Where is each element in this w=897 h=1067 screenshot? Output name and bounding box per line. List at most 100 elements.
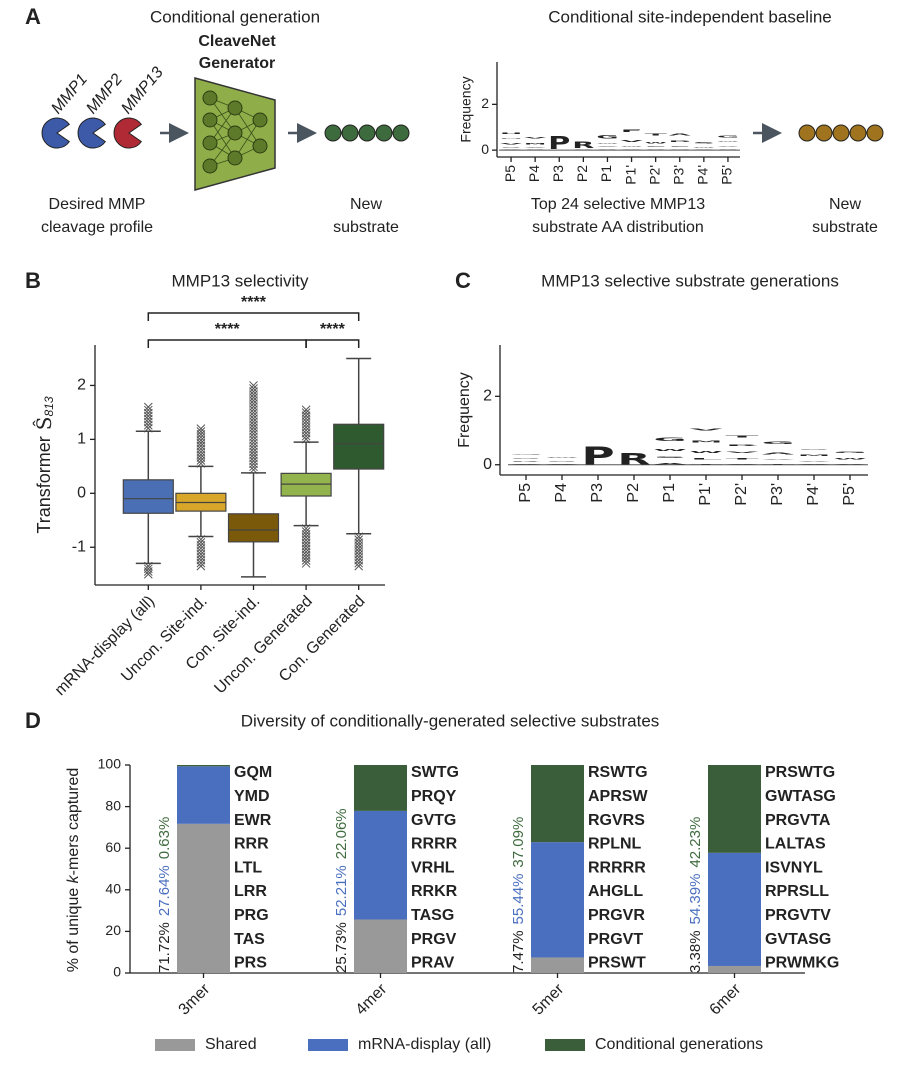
logo-letter: W (620, 146, 643, 147)
value-labels: 25.73% 52.21% 22.06% (333, 808, 350, 973)
x-tick-label: P4 (526, 165, 542, 182)
mmp-label: MMP13 (118, 64, 167, 117)
logo-letter: E (645, 146, 667, 147)
caption: substrate AA distribution (532, 219, 704, 236)
flier (196, 424, 206, 468)
network-nodes (202, 90, 268, 174)
x-tick-label: 3mer (176, 980, 214, 1018)
value-label: 37.09% (510, 817, 527, 868)
logo-letter: M (524, 143, 546, 145)
example-sequence: RGVRS (588, 812, 645, 829)
significance-label: **** (241, 294, 267, 311)
logo-letter: T (645, 133, 668, 136)
logo-letter: W (545, 457, 578, 458)
legend-swatch (308, 1039, 348, 1051)
value-label: 54.39% (687, 874, 704, 925)
y-axis-label: Frequency (456, 372, 473, 448)
panel-label: B (25, 268, 41, 293)
logo-letter: W (693, 147, 716, 148)
example-sequence: RRKR (411, 883, 458, 900)
x-tick-label: P1 (598, 165, 614, 182)
y-axis-label: % of unique k-mers captured (65, 768, 82, 973)
bar-segment (531, 957, 584, 973)
value-label: 3.38% (687, 930, 704, 973)
logo-letter: S (572, 150, 594, 151)
caption: Top 24 selective MMP13 (531, 196, 705, 213)
chart-title: Diversity of conditionally-generated sel… (241, 711, 660, 730)
caption: New (350, 196, 382, 213)
bar-segment (354, 810, 407, 920)
value-labels: 3.38% 54.39% 42.23% (687, 817, 704, 973)
bar-segment (354, 919, 407, 973)
logo-letter: S (645, 149, 667, 150)
value-labels: 71.72% 27.64% 0.63% (156, 817, 173, 973)
example-sequence: PRWMKG (765, 955, 839, 972)
significance-label: **** (320, 321, 346, 338)
logo-letter: G (669, 149, 691, 150)
chart-title: MMP13 selective substrate generations (541, 271, 839, 290)
flier (354, 532, 364, 571)
logo-letter: A (653, 463, 687, 465)
legend-label: Conditional generations (595, 1036, 763, 1053)
example-sequence: EWR (234, 812, 272, 829)
panel-label: C (455, 268, 471, 293)
panel-label: D (25, 708, 41, 733)
value-label: 55.44% (510, 874, 527, 925)
logo-letter: W (653, 449, 686, 452)
y-tick-label: 2 (77, 377, 86, 394)
logo-letter: V (689, 429, 723, 432)
logo-letter: R (509, 461, 542, 462)
logo-letter: W (833, 458, 866, 460)
example-sequence: PRSWT (588, 955, 646, 972)
logo-letter: M (500, 138, 522, 139)
x-tick-label: P4 (553, 483, 570, 503)
y-axis-label-part: -mers captured (65, 768, 82, 876)
example-sequence: RRR (234, 836, 269, 853)
significance-bracket (305, 339, 360, 348)
generator-label: CleaveNet (198, 33, 276, 50)
logo-letter: S (500, 147, 522, 148)
bar-segment (531, 842, 584, 958)
value-label: 0.63% (156, 817, 173, 860)
logo-letter: T (725, 458, 759, 460)
caption: substrate (812, 219, 878, 236)
substrate-icon (798, 124, 884, 142)
logo-letter: T (761, 464, 795, 465)
x-tick-label: mRNA-display (all) (52, 593, 158, 699)
example-sequence: LTL (234, 859, 262, 876)
x-tick-label: P3' (769, 483, 786, 506)
bar-segment (708, 965, 761, 973)
logo-letter: W (689, 451, 722, 454)
caption: New (829, 196, 861, 213)
x-tick-label: P5' (719, 165, 735, 185)
example-sequence: TAS (234, 931, 265, 948)
logo-letter: S (524, 150, 546, 151)
flier (249, 381, 258, 475)
network-edges (209, 97, 261, 167)
x-tick-label: P3' (670, 165, 686, 185)
y-tick-label: 100 (98, 756, 122, 772)
example-sequence: PRG (234, 907, 269, 924)
logo-letter: S (545, 461, 578, 462)
bar-segment (177, 823, 230, 973)
value-label: 27.64% (156, 865, 173, 916)
x-tick-label: P1' (622, 165, 638, 185)
example-sequence: YMD (234, 788, 270, 805)
logo-letter: A (500, 150, 523, 151)
caption: cleavage profile (41, 219, 153, 236)
y-axis-label-symbol: Ŝ (31, 416, 56, 430)
substrate-icon (324, 124, 410, 142)
logo-letter: V (761, 459, 795, 460)
logo-letter: V (500, 143, 523, 144)
example-sequence: PRGVTV (765, 907, 831, 924)
value-label: 7.47% (510, 930, 527, 973)
value-labels: 7.47% 55.44% 37.09% (510, 817, 527, 973)
logo-letter: A (545, 464, 579, 465)
mmp-label: MMP1 (48, 71, 91, 117)
logo-letter: G (761, 441, 794, 445)
y-tick-label: 2 (481, 95, 489, 111)
logo-letter: S (717, 149, 739, 150)
logo-letter: S (693, 142, 715, 144)
flier (143, 561, 153, 579)
example-sequence: RRRR (411, 836, 458, 853)
